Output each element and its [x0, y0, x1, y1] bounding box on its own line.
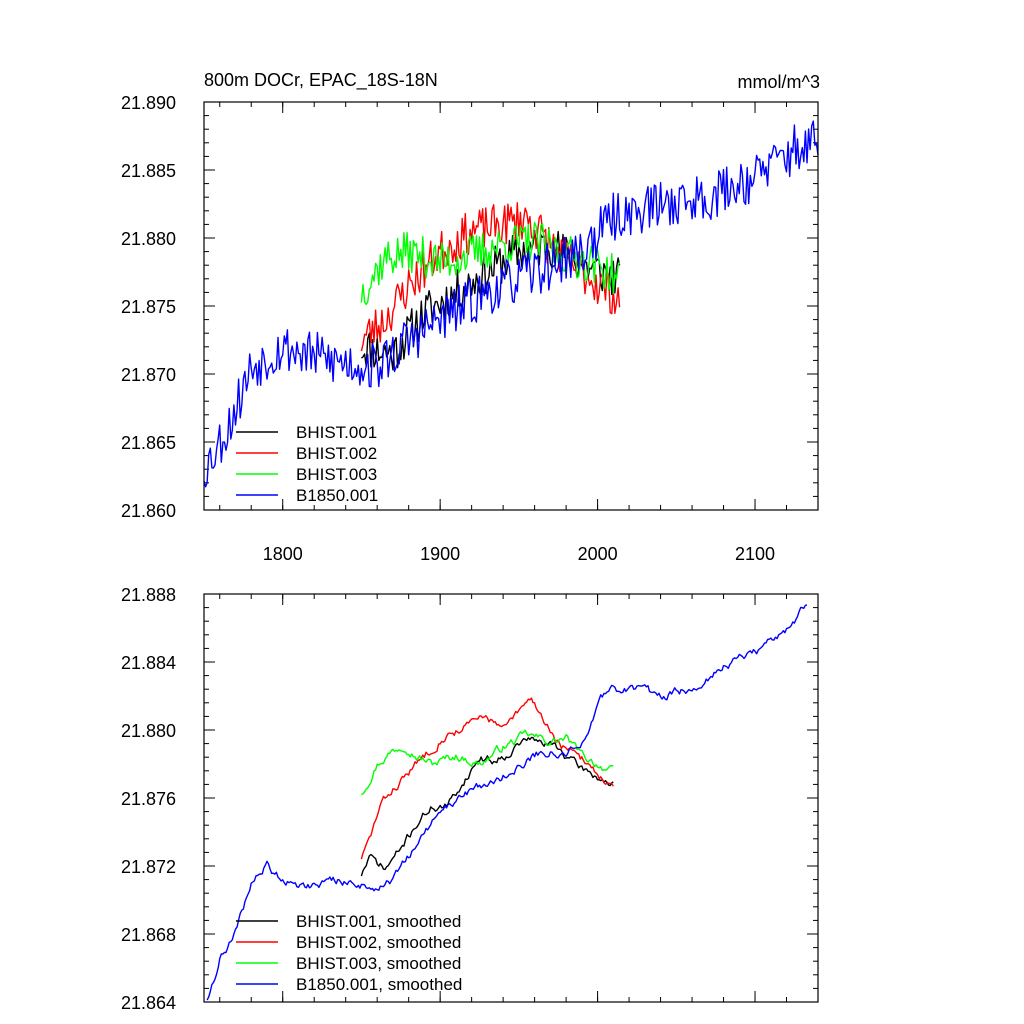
y-tick-label: 21.868: [121, 925, 176, 945]
y-tick-label: 21.870: [121, 365, 176, 385]
top-panel-title: 800m DOCr, EPAC_18S-18N: [204, 70, 438, 91]
bottom-panel-series: [206, 604, 808, 1001]
y-tick-label: 21.890: [121, 93, 176, 113]
x-tick-label: 2100: [735, 544, 775, 564]
legend-label: BHIST.003: [296, 465, 377, 484]
legend-label: BHIST.002, smoothed: [296, 933, 461, 952]
top-panel-ticks: 21.860 21.865 21.870 21.875 21.880 21.885 21.8…: [121, 93, 819, 564]
y-tick-label: 21.880: [121, 721, 176, 741]
top-panel-units: mmol/m^3: [738, 72, 820, 92]
bottom-panel: 21.864 21.868 21.872 21.876 21.880 21.884 21.8…: [121, 585, 819, 1013]
y-tick-label: 21.872: [121, 857, 176, 877]
top-panel-legend: BHIST.001 BHIST.002 BHIST.003 B1850.001: [236, 423, 378, 505]
y-tick-label: 21.885: [121, 161, 176, 181]
bottom-panel-frame: [203, 593, 819, 1003]
y-tick-label: 21.876: [121, 789, 176, 809]
y-tick-label: 21.880: [121, 229, 176, 249]
series-line-b1850-001-smoothed: [206, 604, 808, 1001]
y-tick-label: 21.884: [121, 653, 176, 673]
bottom-panel-legend: BHIST.001, smoothed BHIST.002, smoothed BH…: [236, 912, 462, 994]
legend-label: BHIST.003, smoothed: [296, 954, 461, 973]
y-tick-label: 21.864: [121, 993, 176, 1013]
y-tick-label: 21.865: [121, 433, 176, 453]
y-tick-label: 21.888: [121, 585, 176, 605]
x-tick-label: 1900: [420, 544, 460, 564]
bottom-panel-ticks: 21.864 21.868 21.872 21.876 21.880 21.884 21.8…: [121, 585, 819, 1013]
y-tick-label: 21.860: [121, 501, 176, 521]
series-line-b1850-001: [203, 120, 819, 488]
x-tick-label: 2000: [578, 544, 618, 564]
y-tick-label: 21.875: [121, 297, 176, 317]
legend-label: B1850.001, smoothed: [296, 975, 462, 994]
series-line-bhist-003-smoothed: [361, 729, 614, 796]
top-panel-frame: [203, 101, 819, 511]
series-line-bhist-003: [360, 221, 621, 306]
x-tick-label: 1800: [263, 544, 303, 564]
legend-label: BHIST.002: [296, 444, 377, 463]
series-line-bhist-002-smoothed: [360, 697, 614, 860]
legend-label: BHIST.001: [296, 423, 377, 442]
series-line-bhist-001-smoothed: [360, 736, 614, 877]
series-line-bhist-002: [360, 202, 621, 352]
legend-label: BHIST.001, smoothed: [296, 912, 461, 931]
top-panel: 800m DOCr, EPAC_18S-18N mmol/m^3 21.8602…: [121, 70, 820, 564]
legend-label: B1850.001: [296, 486, 378, 505]
top-panel-series: [203, 120, 819, 488]
